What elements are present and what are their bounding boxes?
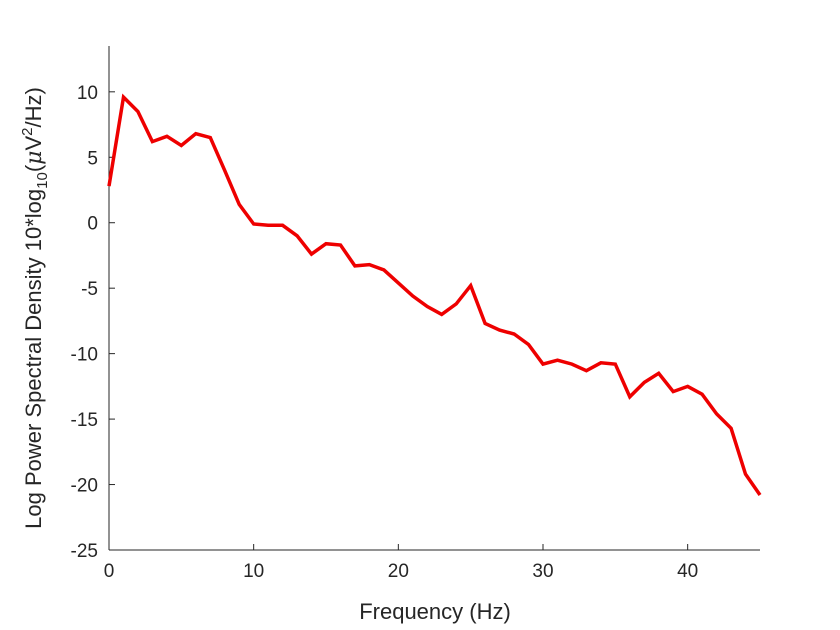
x-tick-label: 40: [677, 561, 698, 582]
y-axis-label: Log Power Spectral Density 10*log10(μV2/…: [19, 87, 51, 529]
plot-area: [107, 93, 762, 496]
axes: [108, 46, 760, 551]
psd-series-line: [107, 93, 762, 496]
y-tick-label: -10: [71, 345, 98, 366]
y-tick-label: -5: [81, 279, 98, 300]
x-tick-label: 10: [243, 561, 264, 582]
x-tick-label: 30: [532, 561, 553, 582]
y-tick-label: -25: [71, 541, 98, 562]
y-tick-label: 10: [77, 83, 98, 104]
x-axis-label: Frequency (Hz): [359, 599, 511, 624]
y-tick-label: 0: [87, 214, 98, 235]
x-axis-ticks: 0 10 20 30 40: [104, 544, 698, 582]
x-tick-label: 20: [388, 561, 409, 582]
y-tick-label: -20: [71, 476, 98, 497]
y-axis-ticks: -25 -20 -15 -10 -5 0 5 10: [71, 83, 115, 562]
y-tick-label: -15: [71, 410, 98, 431]
y-tick-label: 5: [87, 148, 98, 169]
x-tick-label: 0: [104, 561, 115, 582]
